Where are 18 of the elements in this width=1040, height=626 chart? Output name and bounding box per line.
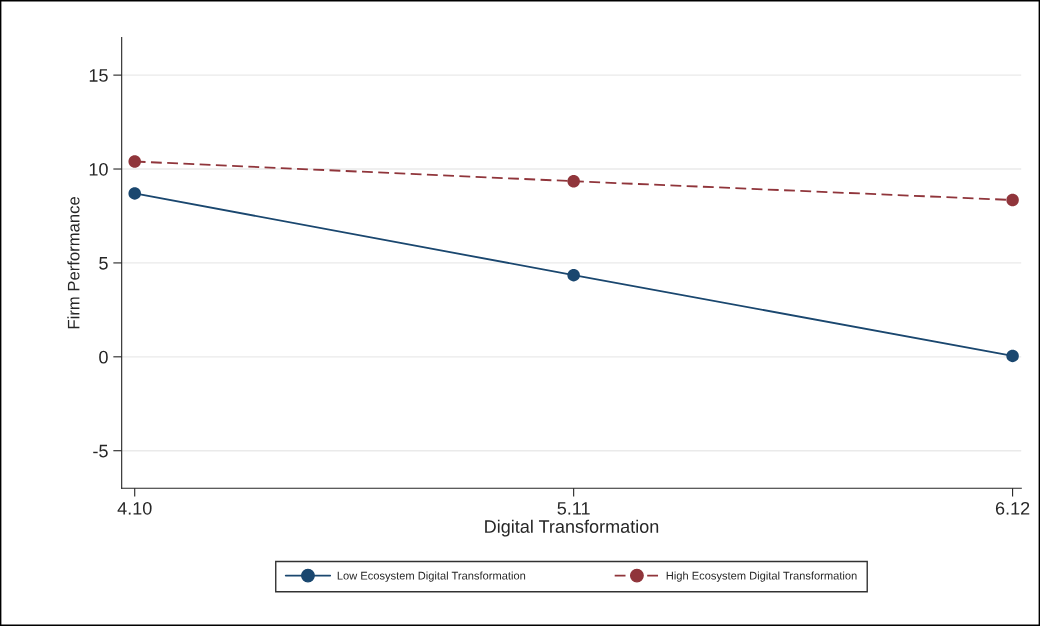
point bbox=[128, 155, 141, 168]
y-tick-label: 5 bbox=[99, 257, 108, 270]
point bbox=[567, 174, 580, 188]
x-tick-label: 4.10 bbox=[117, 501, 152, 515]
point bbox=[128, 187, 141, 200]
x-tick-label: 5.11 bbox=[557, 502, 590, 515]
x-axis-title: Digital Transformation bbox=[485, 519, 659, 537]
y-tick-label: 0 bbox=[99, 350, 108, 364]
point bbox=[1006, 349, 1019, 363]
y-tick-label: -5 bbox=[93, 444, 108, 458]
x-tick-label: 6.12 bbox=[995, 501, 1030, 515]
legend-label: High Ecosystem Digital Transformation bbox=[666, 571, 857, 582]
point bbox=[567, 268, 580, 282]
legend-label: Low Ecosystem Digital Transformation bbox=[337, 571, 526, 582]
y-tick-label: 15 bbox=[89, 69, 108, 82]
point bbox=[1006, 193, 1019, 207]
y-axis-title: Firm Performance bbox=[67, 196, 80, 329]
y-tick-label: 10 bbox=[89, 162, 108, 176]
